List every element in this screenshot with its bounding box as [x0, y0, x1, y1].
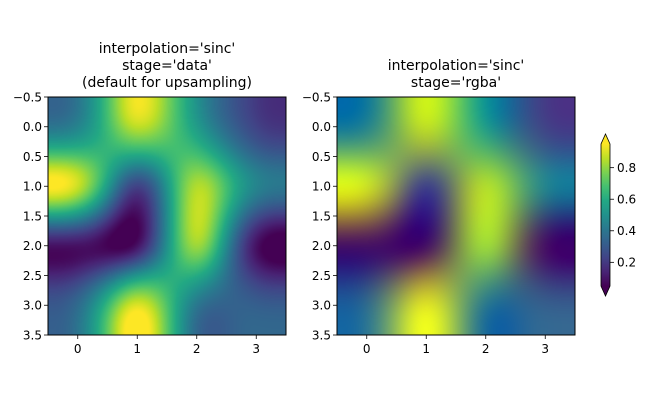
colorbar: 0.2 0.4 0.6 0.8 [600, 133, 636, 297]
left-ytick-label: 1.5 [23, 209, 42, 223]
right-ytick-label: 0.5 [312, 150, 331, 164]
left-ytick-label: 3.5 [23, 328, 42, 342]
right-ytick-label: 0.0 [312, 120, 331, 134]
right-ytick-label: 3.5 [312, 328, 331, 342]
colorbar-tick-label: 0.4 [617, 224, 636, 238]
panel-data-stage: interpolation='sinc' stage='data' (defau… [13, 41, 287, 356]
colorbar-tick-label: 0.8 [617, 161, 636, 175]
right-ytick-label: 3.0 [312, 299, 331, 313]
right-ytick-label: 2.0 [312, 239, 331, 253]
left-ytick-label: 0.0 [23, 120, 42, 134]
panel-rgba-stage: interpolation='sinc' stage='rgba' 0 1 2 3 −… [302, 58, 576, 356]
left-ytick-label: 0.5 [23, 150, 42, 164]
right-ytick-label: 1.5 [312, 209, 331, 223]
right-image [337, 97, 575, 335]
colorbar-extend-bottom [601, 286, 610, 296]
left-title-line-3: (default for upsampling) [82, 75, 252, 91]
right-ytick-label: −0.5 [302, 90, 331, 104]
left-xtick-label: 3 [252, 342, 260, 356]
left-image-canvas [48, 97, 286, 335]
left-xtick-label: 2 [193, 342, 201, 356]
left-ytick-label: 3.0 [23, 299, 42, 313]
right-ytick-label: 2.5 [312, 269, 331, 283]
colorbar-tick-label: 0.6 [617, 193, 636, 207]
left-title-line-1: interpolation='sinc' [99, 41, 236, 57]
left-image [48, 97, 286, 335]
left-ytick-label: 2.0 [23, 239, 42, 253]
left-xtick-label: 0 [74, 342, 82, 356]
colorbar-tick-label: 0.2 [617, 256, 636, 270]
left-xtick-label: 1 [133, 342, 141, 356]
right-xtick-label: 1 [422, 342, 430, 356]
right-ytick-label: 1.0 [312, 180, 331, 194]
right-xtick-label: 0 [363, 342, 371, 356]
colorbar-outline [600, 133, 611, 297]
left-ytick-label: 2.5 [23, 269, 42, 283]
right-image-canvas [337, 97, 575, 335]
right-xtick-label: 2 [482, 342, 490, 356]
right-title-line-1: interpolation='sinc' [388, 58, 525, 74]
left-title-line-2: stage='data' [122, 58, 212, 74]
left-ytick-label: −0.5 [13, 90, 42, 104]
left-ytick-label: 1.0 [23, 180, 42, 194]
right-xtick-label: 3 [541, 342, 549, 356]
colorbar-extend-top [601, 134, 610, 144]
right-title-line-2: stage='rgba' [411, 75, 501, 91]
colorbar-body [601, 144, 610, 286]
